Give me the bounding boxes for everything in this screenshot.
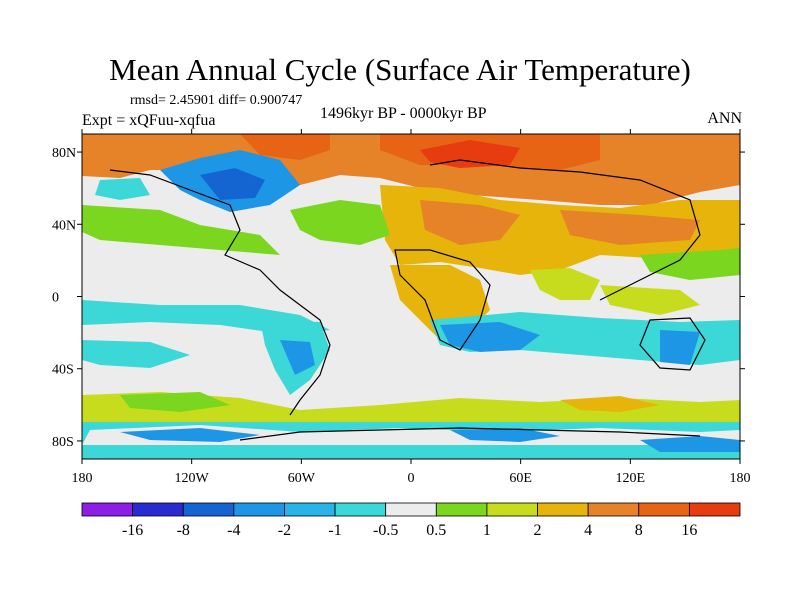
lon-tick-label: 120W [175,471,210,486]
colorbar-label: 0.5 [426,522,446,539]
colorbar-label: -4 [227,522,240,539]
chart-title: Mean Annual Cycle (Surface Air Temperatu… [109,52,691,87]
colorbar-label: -0.5 [373,522,398,539]
lon-tick-label: 60E [509,471,532,486]
colorbar-swatch [638,502,690,517]
anomaly-field [82,134,740,459]
colorbar-swatch [233,502,285,517]
lon-tick-label: 180 [72,471,93,486]
lon-tick-label: 60W [288,471,316,486]
colorbar-label: -8 [177,522,190,539]
colorbar-swatch [486,502,538,517]
colorbar-swatch [435,502,488,517]
colorbar-swatch [688,502,741,517]
colorbar-swatch [537,502,589,517]
season-label: ANN [707,110,742,127]
colorbar-label: 2 [534,522,542,539]
map-axes: 80N 40N 0 40S 80S 180 120W 60W 0 60E 120E 180 [52,129,751,486]
lat-tick-label: 80S [52,435,74,450]
experiment-label: Expt = xQFuu-xqfua [82,112,216,129]
lat-tick-label: 40N [52,218,76,233]
colorbar-label: -16 [122,522,143,539]
lon-tick-label: 0 [408,471,415,486]
colorbar: -16 -8 -4 -2 -1 -0.5 0.5 1 2 4 8 16 [81,502,741,539]
lat-tick-label: 0 [52,291,59,306]
colorbar-swatch [81,502,134,517]
lat-tick-label: 80N [52,146,76,161]
stats-label: rmsd= 2.45901 diff= 0.900747 [130,93,303,108]
colorbar-label: -2 [278,522,291,539]
colorbar-label: -1 [328,522,341,539]
colorbar-label: 8 [635,522,643,539]
colorbar-swatch [587,502,640,517]
lon-tick-label: 180 [730,471,751,486]
lon-tick-label: 120E [616,471,646,486]
colorbar-label: 1 [483,522,491,539]
colorbar-swatch [132,502,184,517]
colorbar-swatch [334,502,387,517]
period-label: 1496kyr BP - 0000kyr BP [320,105,487,122]
colorbar-label: 4 [584,522,592,539]
colorbar-swatch [284,502,336,517]
colorbar-swatch [385,502,437,517]
colorbar-swatch [182,502,235,517]
lat-tick-label: 40S [52,363,74,378]
colorbar-label: 16 [681,522,697,539]
